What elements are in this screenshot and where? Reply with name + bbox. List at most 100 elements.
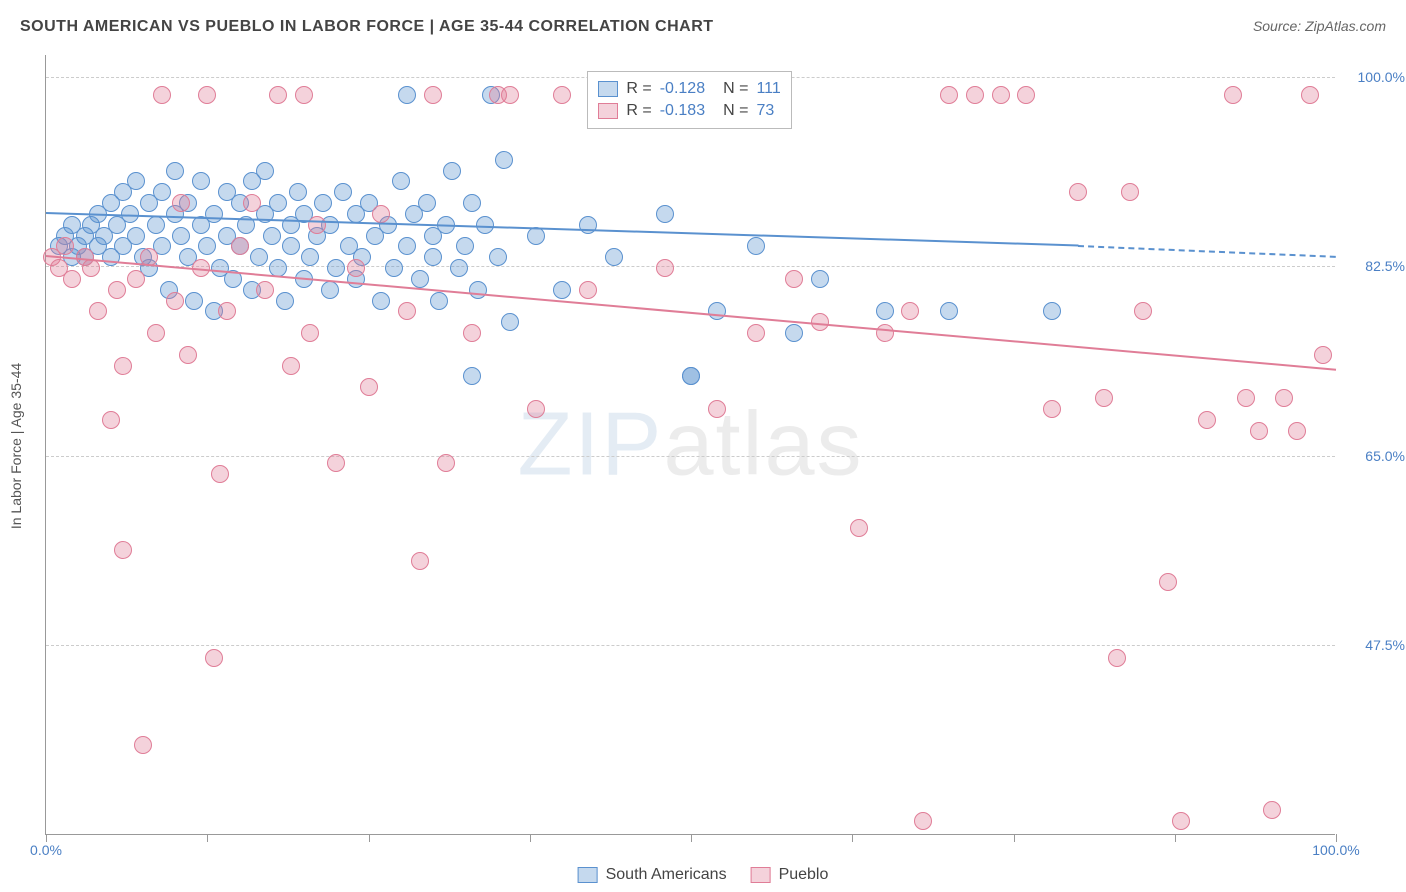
data-point-south_americans xyxy=(385,259,403,277)
data-point-south_americans xyxy=(501,313,519,331)
data-point-pueblo xyxy=(1314,346,1332,364)
data-point-south_americans xyxy=(553,281,571,299)
data-point-pueblo xyxy=(102,411,120,429)
data-point-pueblo xyxy=(850,519,868,537)
data-point-pueblo xyxy=(1224,86,1242,104)
chart-plot-area: ZIPatlas 47.5%65.0%82.5%100.0%0.0%100.0%… xyxy=(45,55,1335,835)
x-tick xyxy=(1175,834,1176,842)
data-point-pueblo xyxy=(147,324,165,342)
data-point-pueblo xyxy=(966,86,984,104)
data-point-pueblo xyxy=(1198,411,1216,429)
data-point-pueblo xyxy=(1301,86,1319,104)
data-point-south_americans xyxy=(282,237,300,255)
data-point-pueblo xyxy=(127,270,145,288)
data-point-south_americans xyxy=(1043,302,1061,320)
data-point-pueblo xyxy=(256,281,274,299)
watermark-thin: atlas xyxy=(663,394,863,494)
data-point-pueblo xyxy=(282,357,300,375)
data-point-south_americans xyxy=(398,86,416,104)
data-point-pueblo xyxy=(231,237,249,255)
data-point-pueblo xyxy=(992,86,1010,104)
data-point-south_americans xyxy=(418,194,436,212)
data-point-pueblo xyxy=(108,281,126,299)
data-point-pueblo xyxy=(166,292,184,310)
data-point-pueblo xyxy=(347,259,365,277)
data-point-south_americans xyxy=(411,270,429,288)
data-point-pueblo xyxy=(656,259,674,277)
legend-item-pueblo: Pueblo xyxy=(751,866,829,884)
x-tick xyxy=(530,834,531,842)
data-point-pueblo xyxy=(785,270,803,288)
data-point-pueblo xyxy=(82,259,100,277)
data-point-pueblo xyxy=(56,237,74,255)
data-point-pueblo xyxy=(269,86,287,104)
legend-label-south-americans: South Americans xyxy=(606,866,727,884)
data-point-south_americans xyxy=(301,248,319,266)
data-point-pueblo xyxy=(1095,389,1113,407)
data-point-south_americans xyxy=(205,205,223,223)
data-point-south_americans xyxy=(469,281,487,299)
trend-line xyxy=(1078,245,1336,258)
x-tick xyxy=(46,834,47,842)
data-point-pueblo xyxy=(327,454,345,472)
data-point-south_americans xyxy=(785,324,803,342)
data-point-pueblo xyxy=(360,378,378,396)
data-point-pueblo xyxy=(553,86,571,104)
data-point-pueblo xyxy=(1121,183,1139,201)
data-point-pueblo xyxy=(308,216,326,234)
data-point-south_americans xyxy=(456,237,474,255)
data-point-pueblo xyxy=(1172,812,1190,830)
data-point-pueblo xyxy=(579,281,597,299)
data-point-south_americans xyxy=(876,302,894,320)
x-tick xyxy=(1014,834,1015,842)
data-point-south_americans xyxy=(424,248,442,266)
data-point-south_americans xyxy=(940,302,958,320)
y-tick-label: 47.5% xyxy=(1365,637,1405,653)
data-point-pueblo xyxy=(437,454,455,472)
data-point-pueblo xyxy=(1250,422,1268,440)
swatch-icon xyxy=(598,103,618,119)
data-point-pueblo xyxy=(463,324,481,342)
data-point-south_americans xyxy=(314,194,332,212)
y-tick-label: 65.0% xyxy=(1365,448,1405,464)
title-bar: SOUTH AMERICAN VS PUEBLO IN LABOR FORCE … xyxy=(20,18,1386,36)
data-point-pueblo xyxy=(63,270,81,288)
data-point-pueblo xyxy=(1043,400,1061,418)
data-point-pueblo xyxy=(527,400,545,418)
swatch-icon xyxy=(598,81,618,97)
gridline-horizontal xyxy=(46,456,1335,457)
data-point-south_americans xyxy=(289,183,307,201)
data-point-pueblo xyxy=(1263,801,1281,819)
data-point-south_americans xyxy=(269,194,287,212)
data-point-south_americans xyxy=(276,292,294,310)
data-point-south_americans xyxy=(489,248,507,266)
data-point-pueblo xyxy=(172,194,190,212)
y-tick-label: 100.0% xyxy=(1358,69,1405,85)
data-point-pueblo xyxy=(940,86,958,104)
data-point-pueblo xyxy=(747,324,765,342)
data-point-south_americans xyxy=(463,194,481,212)
data-point-pueblo xyxy=(211,465,229,483)
data-point-south_americans xyxy=(463,367,481,385)
data-point-pueblo xyxy=(134,736,152,754)
data-point-pueblo xyxy=(89,302,107,320)
gridline-horizontal xyxy=(46,266,1335,267)
data-point-south_americans xyxy=(250,248,268,266)
y-tick-label: 82.5% xyxy=(1365,258,1405,274)
data-point-south_americans xyxy=(127,172,145,190)
source-label: Source: ZipAtlas.com xyxy=(1253,18,1386,34)
data-point-pueblo xyxy=(1069,183,1087,201)
x-tick xyxy=(691,834,692,842)
data-point-south_americans xyxy=(327,259,345,277)
data-point-south_americans xyxy=(192,172,210,190)
data-point-pueblo xyxy=(218,302,236,320)
data-point-pueblo xyxy=(914,812,932,830)
data-point-south_americans xyxy=(811,270,829,288)
data-point-south_americans xyxy=(321,281,339,299)
data-point-pueblo xyxy=(411,552,429,570)
correlation-legend-row-south_americans: R = -0.128N = 111 xyxy=(598,78,780,100)
data-point-south_americans xyxy=(392,172,410,190)
data-point-pueblo xyxy=(1017,86,1035,104)
data-point-south_americans xyxy=(263,227,281,245)
data-point-pueblo xyxy=(295,86,313,104)
